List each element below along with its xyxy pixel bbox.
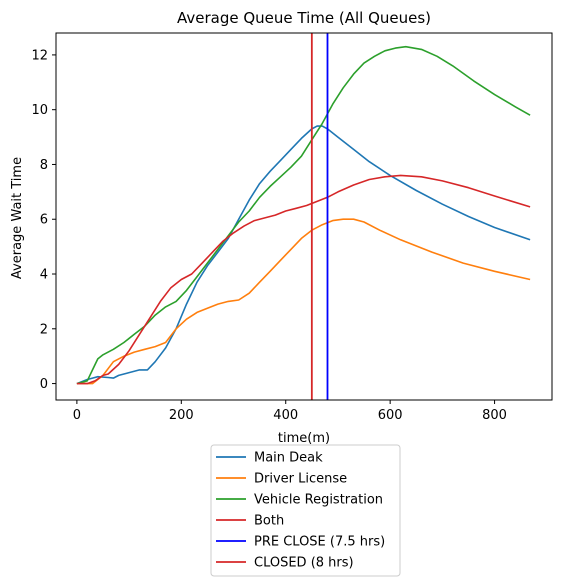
- plot-area: [55, 32, 553, 401]
- x-tick-label: 400: [273, 408, 298, 423]
- y-tick-label: 4: [40, 268, 48, 283]
- y-tick-label: 12: [31, 48, 48, 63]
- plot-frame: [55, 32, 553, 401]
- x-tick-label: 600: [378, 408, 403, 423]
- chart-title: Average Queue Time (All Queues): [177, 9, 431, 27]
- legend-label: Driver License: [254, 472, 347, 487]
- series-layer: [76, 45, 531, 385]
- legend-label: PRE CLOSE (7.5 hrs): [254, 535, 385, 550]
- x-tick-label: 800: [482, 408, 507, 423]
- x-tick-label: 0: [73, 408, 81, 423]
- legend: Main Deak Driver License Vehicle Registrat…: [210, 444, 401, 577]
- legend-label: Main Deak: [254, 451, 323, 466]
- y-tick-label: 10: [31, 103, 48, 118]
- y-axis: 0 2 4 6 8 10 12: [31, 48, 56, 392]
- series-line-1: [76, 218, 531, 385]
- y-tick-label: 6: [40, 213, 48, 228]
- x-axis: 0 200 400 600 800: [73, 400, 507, 423]
- y-tick-label: 8: [40, 158, 48, 173]
- series-line-3: [76, 174, 531, 385]
- series-line-0: [76, 125, 531, 385]
- legend-label: Vehicle Registration: [254, 493, 383, 508]
- x-axis-label: time(m): [278, 431, 330, 446]
- legend-items: Main Deak Driver License Vehicle Registrat…: [216, 451, 385, 571]
- legend-label: Both: [254, 514, 284, 529]
- y-axis-label: Average Wait Time: [10, 157, 25, 279]
- x-tick-label: 200: [169, 408, 194, 423]
- series-line-2: [76, 45, 531, 385]
- vline-layer: [310, 33, 329, 400]
- y-tick-label: 2: [40, 322, 48, 337]
- legend-label: CLOSED (8 hrs): [254, 556, 354, 571]
- legend-box: [210, 444, 401, 577]
- y-tick-label: 0: [40, 377, 48, 392]
